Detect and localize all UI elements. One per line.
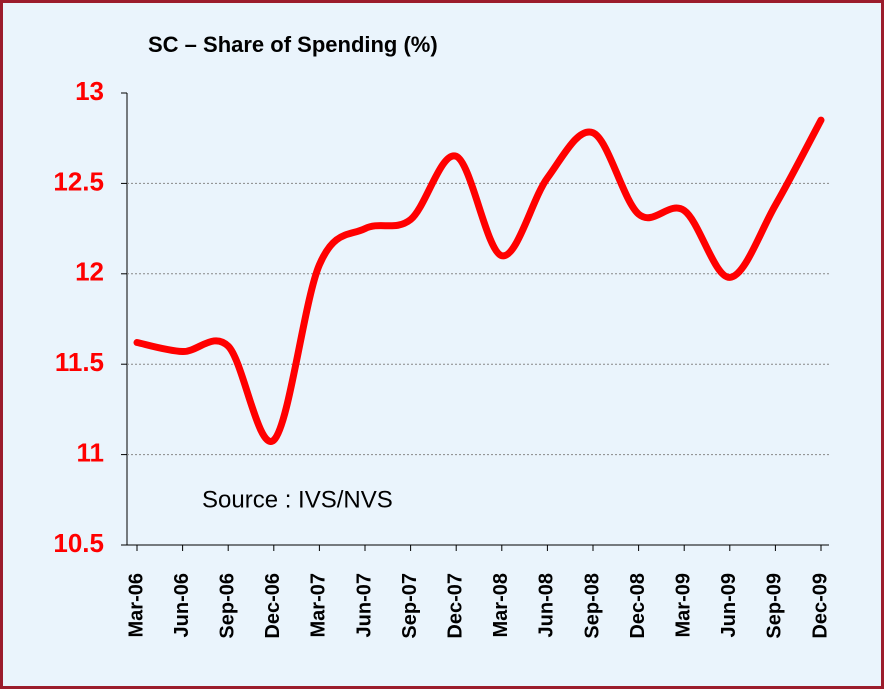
y-tick-label: 13 bbox=[75, 76, 104, 106]
y-tick-label: 11 bbox=[77, 437, 105, 467]
x-tick-label: Mar-09 bbox=[672, 573, 694, 637]
x-tick-label: Sep-09 bbox=[764, 573, 786, 639]
x-tick-label: Sep-06 bbox=[216, 573, 238, 639]
chart-title: SC – Share of Spending (%) bbox=[148, 32, 438, 57]
x-tick-label: Dec-09 bbox=[809, 573, 831, 639]
y-tick-label: 12.5 bbox=[53, 166, 104, 196]
line bbox=[133, 116, 825, 445]
annotation: Source : IVS/NVS bbox=[202, 486, 393, 513]
x-tick-label: Jun-06 bbox=[171, 573, 193, 637]
y-tick-label: 12 bbox=[75, 257, 104, 287]
x-tick-label: Dec-07 bbox=[444, 573, 466, 639]
x-tick-label: Sep-08 bbox=[581, 573, 603, 639]
x-tick-label: Jun-07 bbox=[353, 573, 375, 637]
x-tick-label: Dec-08 bbox=[627, 573, 649, 639]
x-tick-label: Jun-08 bbox=[536, 573, 558, 637]
x-tick-label: Jun-09 bbox=[718, 573, 740, 637]
x-tick-label: Sep-07 bbox=[399, 573, 421, 639]
y-tick-label: 11.5 bbox=[55, 347, 104, 377]
x-tick-label: Dec-06 bbox=[262, 573, 284, 639]
y-tick-label: 10.5 bbox=[53, 528, 104, 558]
x-tick-label: Mar-07 bbox=[308, 573, 330, 637]
x-tick-label: Mar-08 bbox=[490, 573, 512, 637]
x-tick-label: Mar-06 bbox=[125, 573, 147, 637]
